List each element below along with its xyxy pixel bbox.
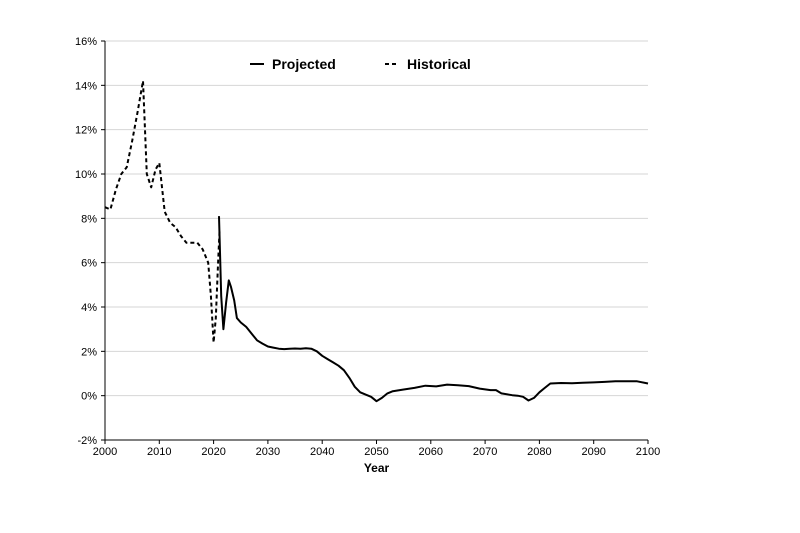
x-tick-label: 2050 — [364, 446, 388, 458]
y-tick-label: 10% — [75, 169, 97, 181]
legend-label-historical: Historical — [407, 56, 471, 72]
x-tick-label: 2010 — [147, 446, 171, 458]
legend-label-projected: Projected — [272, 56, 336, 72]
x-axis-title: Year — [364, 461, 390, 475]
x-tick-label: 2080 — [527, 446, 551, 458]
y-tick-label: 16% — [75, 36, 97, 48]
y-tick-label: 0% — [81, 391, 97, 403]
y-tick-label: 14% — [75, 80, 97, 92]
series-line-projected — [218, 216, 649, 403]
x-tick-label: 2090 — [581, 446, 605, 458]
x-tick-label: 2000 — [93, 446, 117, 458]
x-axis-ticks: 2000 2010 2020 2030 2040 2050 2060 2070 2080 2090… — [93, 440, 660, 458]
x-tick-label: 2040 — [310, 446, 334, 458]
y-tick-label: 12% — [75, 125, 97, 137]
y-axis-ticks: -2% 0% 2% 4% 6% 8% 10% 12% 14% 16% — [75, 36, 105, 447]
x-tick-label: 2060 — [419, 446, 443, 458]
x-tick-label: 2030 — [256, 446, 280, 458]
axes — [104, 41, 648, 441]
y-tick-label: 4% — [81, 302, 97, 314]
x-tick-label: 2070 — [473, 446, 497, 458]
x-tick-label: 2100 — [636, 446, 660, 458]
x-tick-label: 2020 — [201, 446, 225, 458]
series-lines — [104, 79, 649, 403]
y-tick-label: 8% — [81, 213, 97, 225]
y-tick-label: -2% — [77, 435, 97, 447]
gridlines — [105, 40, 648, 441]
y-tick-label: 6% — [81, 258, 97, 270]
series-line-historical — [104, 79, 221, 344]
legend: Projected Historical — [250, 56, 471, 72]
y-tick-label: 2% — [81, 346, 97, 358]
